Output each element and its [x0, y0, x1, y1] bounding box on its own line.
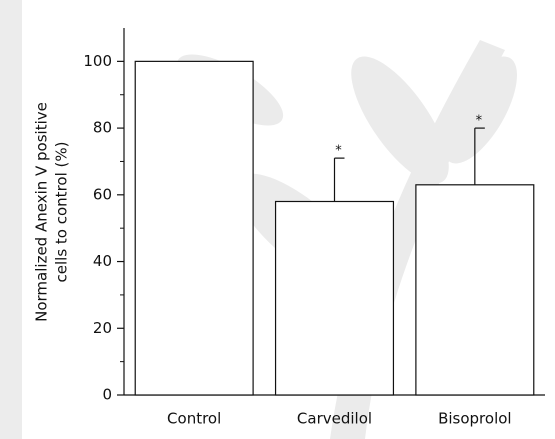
y-tick-label: 100 — [83, 52, 112, 70]
y-tick-label: 20 — [93, 319, 112, 337]
y-axis-label: cells to control (%) — [53, 142, 71, 283]
y-tick-label: 80 — [93, 119, 112, 137]
y-axis-label: Normalized Anexin V positive — [33, 102, 51, 322]
significance-label: * — [476, 114, 483, 129]
y-tick-label: 40 — [93, 252, 112, 270]
y-tick-label: 60 — [93, 185, 112, 203]
bar — [274, 200, 395, 396]
x-tick-label: Control — [167, 410, 221, 428]
y-tick-label: 0 — [102, 386, 112, 404]
x-tick-label: Carvedilol — [297, 410, 372, 428]
bar — [415, 184, 535, 396]
bar — [134, 60, 254, 396]
x-tick-label: Bisoprolol — [438, 410, 512, 428]
significance-label: * — [335, 144, 342, 159]
